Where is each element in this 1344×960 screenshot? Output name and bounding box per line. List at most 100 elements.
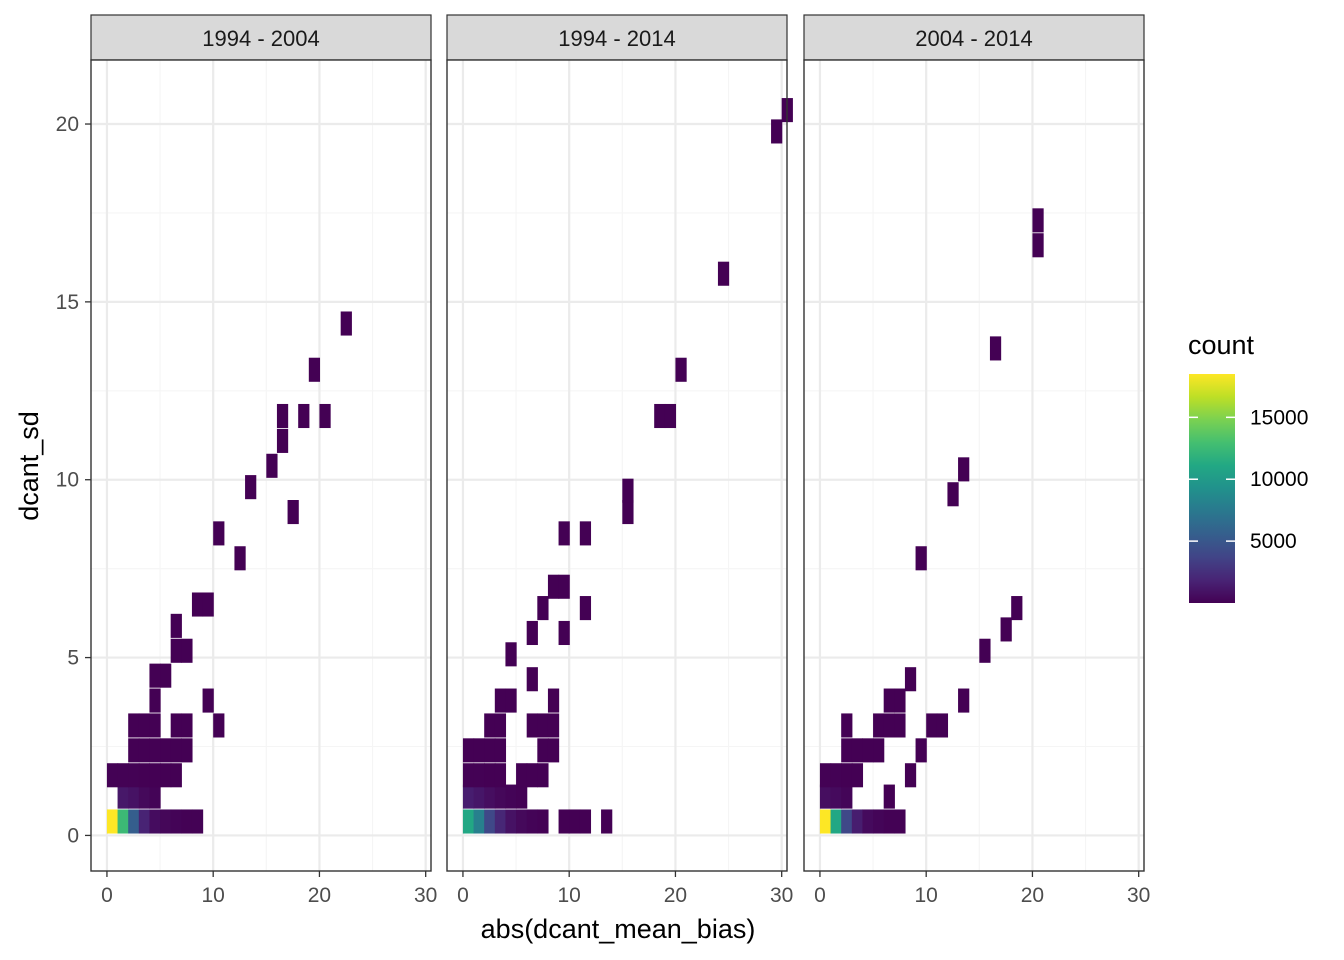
heatmap-cell: [128, 809, 140, 834]
heatmap-cell: [106, 809, 119, 834]
heatmap-cell: [873, 713, 885, 738]
heatmap-cell: [149, 784, 161, 809]
legend-title: count: [1188, 330, 1255, 360]
heatmap-cell: [537, 596, 549, 621]
y-tick-label: 0: [67, 824, 79, 847]
heatmap-cell: [170, 809, 182, 834]
legend-tick-label: 10000: [1250, 468, 1308, 491]
heatmap-cell: [819, 763, 832, 788]
heatmap-cell: [622, 478, 634, 503]
heatmap-cell: [516, 784, 528, 809]
heatmap-cell: [830, 809, 842, 834]
x-tick-label: 20: [1021, 884, 1044, 907]
heatmap-cell: [894, 809, 906, 834]
heatmap-cell: [276, 428, 289, 453]
heatmap-cell: [128, 784, 140, 809]
heatmap-cell: [191, 592, 204, 617]
heatmap-cell: [862, 809, 874, 834]
x-tick-label: 0: [457, 884, 469, 907]
heatmap-cell: [234, 546, 246, 571]
heatmap-cell: [181, 738, 193, 763]
heatmap-cell: [547, 574, 560, 599]
heatmap-cell: [505, 784, 517, 809]
heatmap-cell: [883, 809, 895, 834]
x-axis-title: abs(dcant_mean_bias): [481, 914, 756, 944]
legend-colorbar: [1189, 374, 1235, 603]
heatmap-cell: [170, 713, 182, 738]
x-tick-label: 30: [414, 884, 437, 907]
panel-border: [90, 59, 432, 872]
heatmap-cell: [1032, 208, 1044, 233]
heatmap-cell: [494, 763, 507, 788]
x-tick-label: 20: [308, 884, 331, 907]
facet-panel: 2004 - 2014 0 10 20 30: [803, 14, 1150, 907]
heatmap-cell: [160, 763, 172, 788]
heatmap-cell: [505, 809, 517, 834]
heatmap-cell: [537, 763, 549, 788]
facet-strip-label: 1994 - 2004: [202, 26, 319, 51]
heatmap-cell: [830, 763, 842, 788]
heatmap-cell: [462, 763, 475, 788]
heatmap-cell: [308, 357, 321, 382]
heatmap-cell: [841, 809, 853, 834]
heatmap-cell: [569, 809, 581, 834]
heatmap-cell: [494, 784, 507, 809]
heatmap-cell: [117, 784, 129, 809]
heatmap-cell: [526, 713, 538, 738]
heatmap-cell: [915, 546, 927, 571]
x-tick-label: 10: [558, 884, 581, 907]
x-tick-label: 0: [814, 884, 826, 907]
heatmap-cell: [579, 521, 592, 546]
x-tick-label: 30: [770, 884, 793, 907]
heatmap-cell: [873, 809, 885, 834]
heatmap-cell: [830, 784, 842, 809]
heatmap-cell: [149, 713, 161, 738]
heatmap-cell: [319, 403, 331, 429]
heatmap-cell: [601, 809, 613, 834]
heatmap-cell: [841, 738, 853, 763]
heatmap-cell: [894, 688, 906, 713]
heatmap-cell: [149, 663, 161, 688]
heatmap-cell: [883, 713, 895, 738]
heatmap-cell: [1011, 596, 1023, 621]
heatmap-cell: [149, 809, 161, 834]
heatmap-cell: [160, 809, 172, 834]
facet-strip: [446, 14, 788, 61]
heatmap-cell: [191, 809, 204, 834]
heatmap-cell: [579, 809, 592, 834]
facet-panel: 1994 - 2014 0 10 20 30: [446, 14, 793, 907]
heatmap-cell: [494, 688, 507, 713]
heatmap-cell: [181, 638, 193, 663]
heatmap-cell: [266, 453, 278, 478]
heatmap-cell: [473, 809, 485, 834]
heatmap-cell: [181, 713, 193, 738]
heatmap-cell: [1000, 617, 1012, 642]
heatmap-cell: [213, 521, 225, 546]
heatmap-cell: [675, 357, 687, 382]
heatmap-cell: [128, 738, 140, 763]
heatmap-cell: [537, 713, 549, 738]
heatmap-cell: [883, 784, 895, 809]
heatmap-cell: [926, 713, 938, 738]
y-tick-label: 20: [56, 113, 79, 136]
heatmap-cell: [245, 475, 257, 500]
heatmap-cell: [505, 642, 517, 667]
heatmap-cell: [170, 638, 182, 663]
heatmap-cell: [494, 713, 507, 738]
heatmap-cell: [128, 763, 140, 788]
legend-tick-label: 15000: [1250, 406, 1308, 429]
facet-strip-label: 1994 - 2014: [558, 26, 675, 51]
heatmap-cell: [473, 763, 485, 788]
x-tick-label: 20: [664, 884, 687, 907]
heatmap-cell: [526, 763, 538, 788]
facet-strip: [90, 14, 432, 61]
heatmap-cell: [851, 738, 864, 763]
heatmap-cell: [862, 738, 874, 763]
heatmap-cell: [622, 500, 634, 525]
axes: abs(dcant_mean_bias) dcant_sd 0 5 10 15 20: [14, 113, 755, 944]
heatmap-cell: [936, 713, 949, 738]
heatmap-cell: [558, 521, 570, 546]
heatmap-cell: [947, 482, 959, 507]
heatmap-cell: [526, 809, 538, 834]
